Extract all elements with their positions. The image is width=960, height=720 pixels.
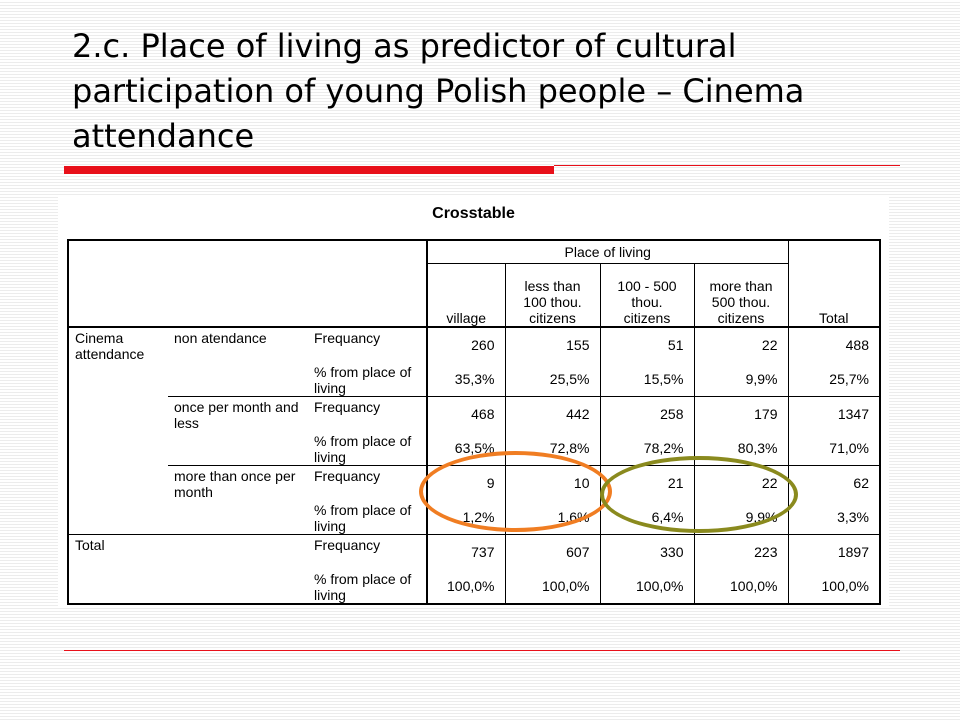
header-row-columns: village less than 100 thou. citizens 100…	[68, 263, 880, 328]
row-group-label: once per month and less	[168, 396, 308, 466]
cell-value: 51	[600, 327, 695, 362]
cell-value: 100,0%	[505, 569, 601, 605]
cell-value: 100,0%	[427, 569, 506, 605]
stat-label-percent: % from place of living	[308, 569, 428, 605]
cell-value: 63,5%	[427, 431, 506, 466]
cell-total: 3,3%	[788, 500, 881, 535]
column-header-over-500k: more than 500 thou. citizens	[694, 263, 789, 328]
cell-value: 100,0%	[694, 569, 789, 605]
cell-value: 22	[694, 465, 789, 500]
stat-label-percent: % from place of living	[308, 431, 428, 466]
cell-value: 22	[694, 327, 789, 362]
cell-value: 35,3%	[427, 362, 506, 397]
column-header-under-100k: less than 100 thou. citizens	[505, 263, 601, 328]
table-row: more than once per month Frequancy 9 10 …	[68, 465, 881, 535]
cell-value: 330	[600, 534, 695, 569]
table-row: Cinema attendance non atendance Frequanc…	[67, 327, 881, 535]
cell-value: 25,5%	[505, 362, 601, 397]
table-caption: Crosstable	[432, 205, 515, 222]
stat-label-frequency: Frequancy	[308, 396, 428, 431]
cell-total: 71,0%	[788, 431, 881, 466]
cell-total: 100,0%	[788, 569, 881, 605]
row-variable-label: Cinema attendance	[67, 327, 168, 535]
cell-value: 1,6%	[505, 500, 601, 535]
stat-label-frequency: Frequancy	[308, 465, 428, 500]
cell-value: 100,0%	[600, 569, 695, 605]
total-row-label: Total	[67, 534, 308, 605]
cell-value: 1,2%	[427, 500, 506, 535]
stat-label-percent: % from place of living	[308, 500, 428, 535]
cell-value: 223	[694, 534, 789, 569]
cell-value: 179	[694, 396, 789, 431]
cell-value: 9	[427, 465, 506, 500]
header-row-group: Place of living Total	[67, 239, 881, 328]
table-row-total: % from place of living 100,0% 100,0% 100…	[68, 569, 881, 605]
corner-cell	[67, 239, 428, 328]
table-row-total: Total Frequancy 737 607 330 223 1897	[67, 534, 881, 605]
stat-label-frequency: Frequancy	[308, 534, 428, 569]
row-group-label: more than once per month	[168, 465, 308, 535]
cell-value: 78,2%	[600, 431, 695, 466]
column-header-100-500k: 100 - 500 thou. citizens	[600, 263, 695, 328]
column-header-total: Total	[788, 239, 881, 328]
cell-total: 1347	[788, 396, 881, 431]
cell-value: 80,3%	[694, 431, 789, 466]
cell-total: 25,7%	[788, 362, 881, 397]
cell-value: 258	[600, 396, 695, 431]
stat-label-percent: % from place of living	[308, 362, 428, 397]
column-header-village: village	[427, 263, 506, 328]
cell-value: 260	[427, 327, 506, 362]
crosstable-panel: Crosstable Place of living Total village…	[58, 195, 889, 607]
cell-total: 488	[788, 327, 881, 362]
cell-value: 155	[505, 327, 601, 362]
stat-label-frequency: Frequancy	[308, 327, 428, 362]
cell-value: 6,4%	[600, 500, 695, 535]
cell-value: 737	[427, 534, 506, 569]
row-group-label: non atendance	[174, 330, 267, 346]
title-underline-line	[554, 165, 900, 166]
cell-value: 442	[505, 396, 601, 431]
cell-value: 72,8%	[505, 431, 601, 466]
cell-value: 21	[600, 465, 695, 500]
place-of-living-header: Place of living	[427, 239, 789, 264]
cell-value: 15,5%	[600, 362, 695, 397]
cell-value: 9,9%	[694, 362, 789, 397]
crosstable: Place of living Total village less than …	[67, 239, 881, 605]
footer-rule	[64, 650, 900, 651]
cell-value: 607	[505, 534, 601, 569]
slide-title: 2.c. Place of living as predictor of cul…	[72, 27, 805, 155]
cell-value: 10	[505, 465, 601, 500]
cell-value: 468	[427, 396, 506, 431]
table-row: % from place of living 35,3% 25,5% 15,5%…	[68, 362, 881, 397]
cell-total: 1897	[788, 534, 881, 569]
table-row: once per month and less Frequancy 468 44…	[68, 396, 881, 466]
cell-total: 62	[788, 465, 881, 500]
cell-value: 9,9%	[694, 500, 789, 535]
title-underline-bar	[64, 166, 554, 174]
